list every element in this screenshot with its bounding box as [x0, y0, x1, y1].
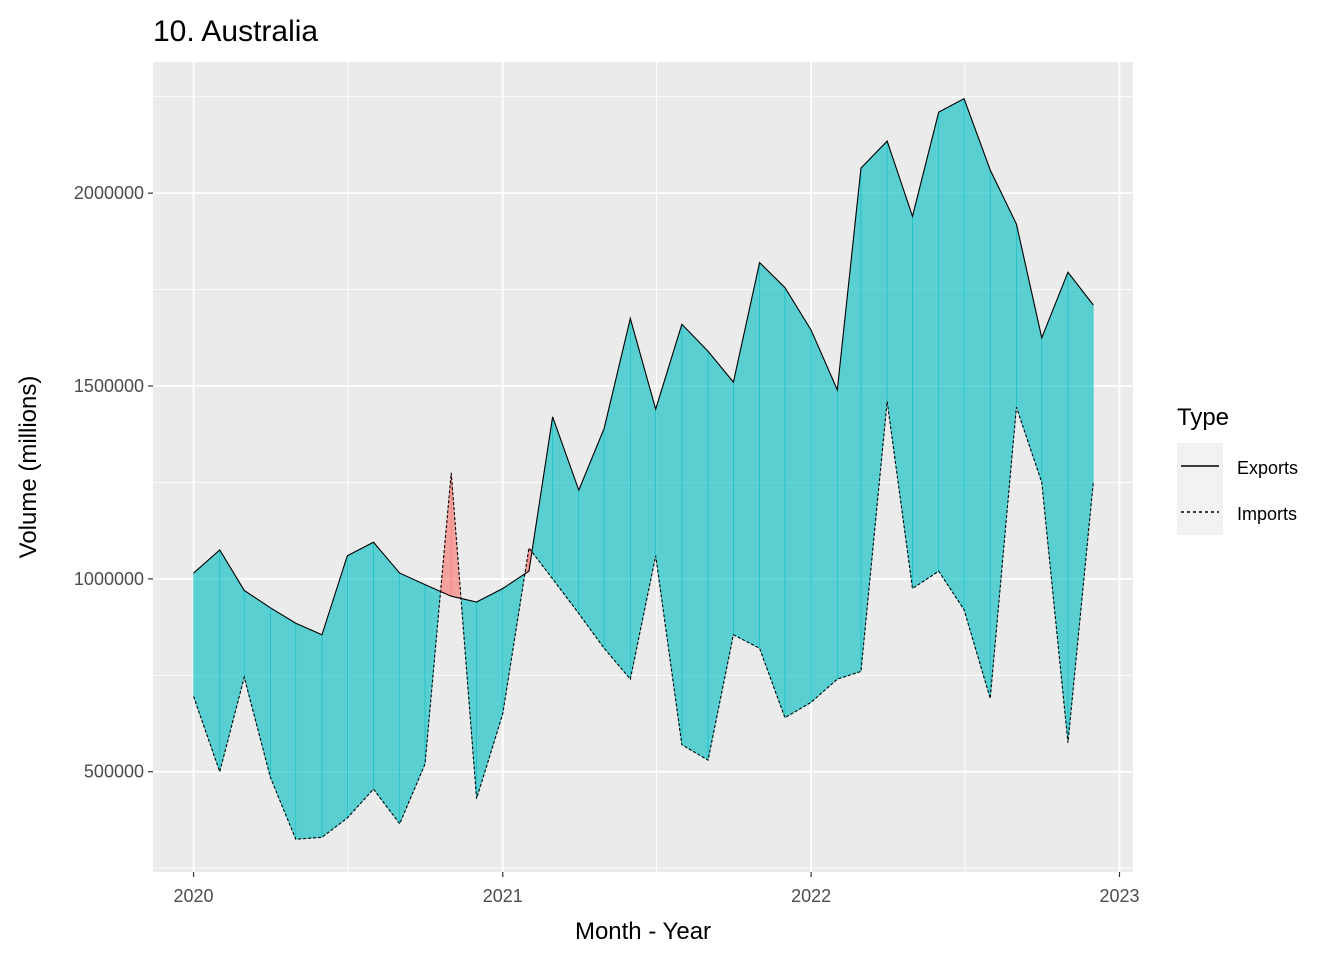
x-tick-label: 2023	[1099, 886, 1139, 906]
y-tick-label: 1500000	[74, 376, 144, 396]
legend-label-imports: Imports	[1237, 504, 1297, 524]
x-tick-label: 2020	[174, 886, 214, 906]
x-tick-label: 2022	[791, 886, 831, 906]
y-axis: 500000 1000000 1500000 2000000	[74, 183, 153, 782]
chart-title: 10. Australia	[153, 15, 318, 48]
y-tick-label: 2000000	[74, 183, 144, 203]
x-axis-title: Month - Year	[575, 918, 711, 945]
ribbon-segment	[681, 323, 709, 761]
ribbon-segment	[347, 541, 374, 819]
ribbon-segment	[810, 329, 838, 703]
series-lines	[193, 97, 1094, 840]
legend: Type Exports Imports	[1177, 404, 1298, 535]
series-line-exports	[193, 97, 1094, 636]
legend-title: Type	[1177, 404, 1229, 431]
y-tick-label: 1000000	[74, 569, 144, 589]
ribbon-segment	[759, 261, 786, 718]
ribbons	[193, 98, 1094, 840]
x-axis: 2020 2021 2022 2023	[174, 872, 1140, 906]
y-axis-title: Volume (millions)	[15, 376, 42, 559]
x-tick-label: 2021	[483, 886, 523, 906]
ribbon-segment	[784, 286, 812, 719]
ribbon-segment	[295, 622, 323, 840]
y-tick-label: 500000	[84, 762, 144, 782]
legend-label-exports: Exports	[1237, 458, 1298, 478]
ribbon-segment	[373, 541, 400, 825]
ribbon-segment	[938, 98, 965, 611]
ribbon-segment	[963, 98, 991, 699]
series-line-imports	[193, 401, 1094, 840]
